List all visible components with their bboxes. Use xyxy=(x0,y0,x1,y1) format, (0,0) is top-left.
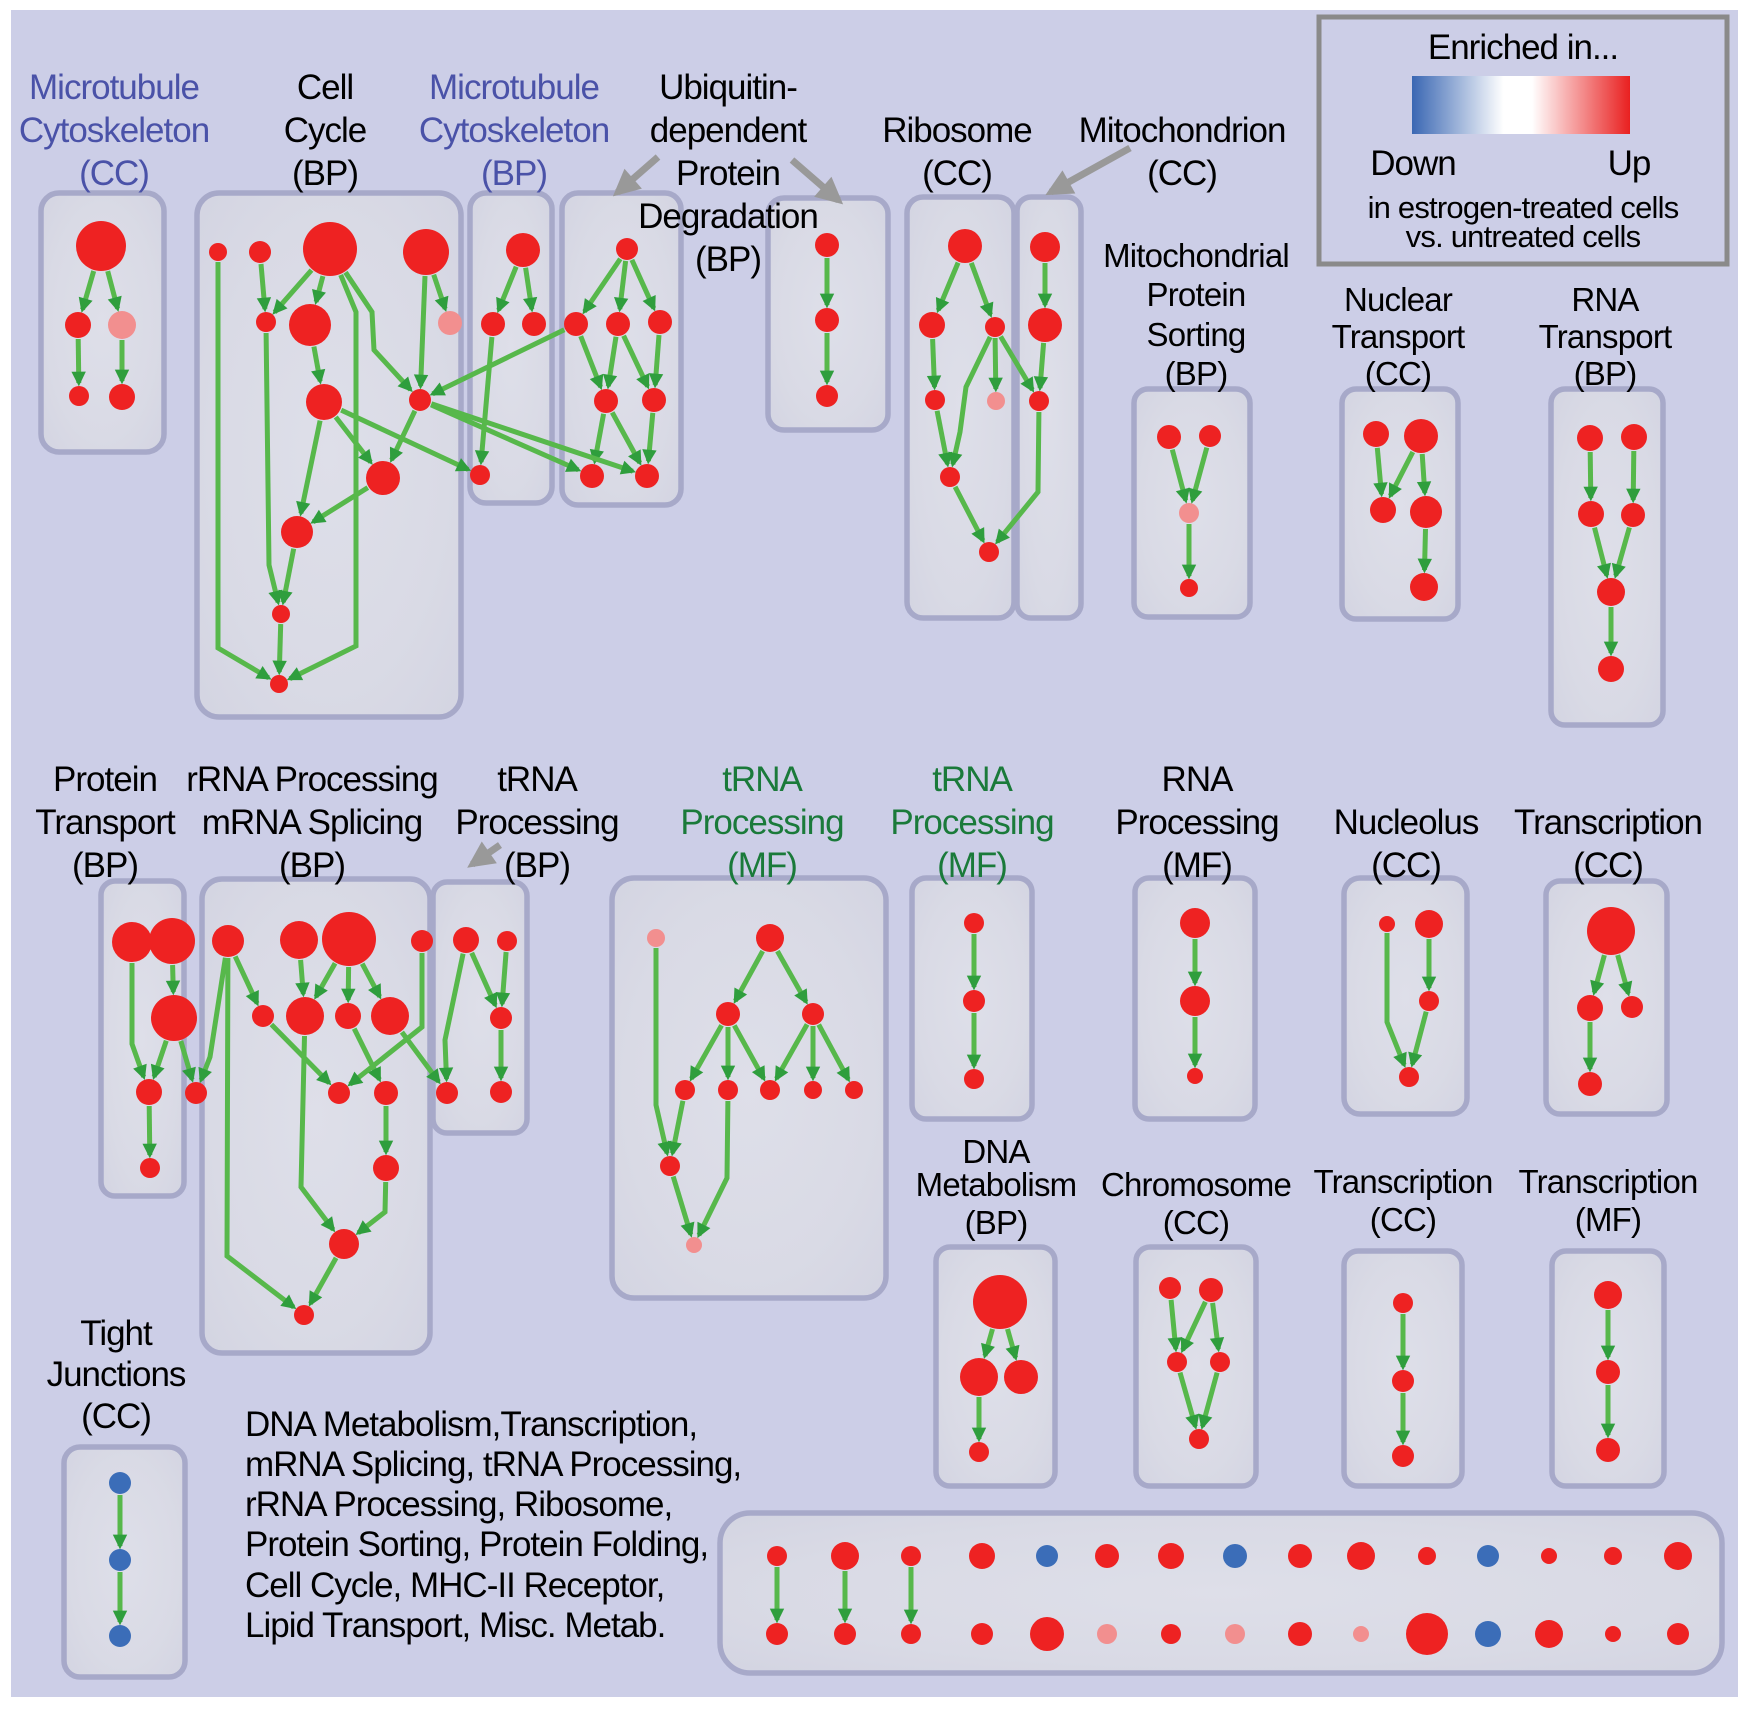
svg-text:Transcription: Transcription xyxy=(1518,1163,1697,1200)
svg-text:Cell: Cell xyxy=(297,68,353,107)
svg-text:DNA: DNA xyxy=(962,1133,1030,1170)
svg-text:Transcription: Transcription xyxy=(1313,1163,1492,1200)
svg-text:(MF): (MF) xyxy=(727,846,797,885)
svg-text:Processing: Processing xyxy=(680,803,843,842)
svg-text:Metabolism: Metabolism xyxy=(916,1166,1077,1203)
svg-text:tRNA: tRNA xyxy=(932,760,1013,799)
svg-text:rRNA Processing, Ribosome,: rRNA Processing, Ribosome, xyxy=(245,1485,672,1524)
svg-text:(BP): (BP) xyxy=(1165,355,1228,392)
svg-text:(BP): (BP) xyxy=(481,154,547,193)
svg-text:rRNA Processing: rRNA Processing xyxy=(186,760,437,799)
svg-text:Up: Up xyxy=(1608,144,1651,183)
svg-text:(BP): (BP) xyxy=(72,846,138,885)
svg-text:(CC): (CC) xyxy=(922,154,992,193)
svg-text:(CC): (CC) xyxy=(1371,846,1441,885)
svg-text:tRNA: tRNA xyxy=(497,760,578,799)
svg-text:dependent: dependent xyxy=(650,111,808,150)
svg-text:Protein Sorting, Protein Foldi: Protein Sorting, Protein Folding, xyxy=(245,1525,708,1564)
svg-text:Tight: Tight xyxy=(80,1314,153,1353)
svg-text:vs. untreated cells: vs. untreated cells xyxy=(1406,219,1641,254)
svg-text:Microtubule: Microtubule xyxy=(29,68,199,107)
svg-text:Mitochondrial: Mitochondrial xyxy=(1103,237,1289,274)
svg-text:(BP): (BP) xyxy=(292,154,358,193)
svg-text:Cytoskeleton: Cytoskeleton xyxy=(419,111,609,150)
svg-text:(BP): (BP) xyxy=(965,1204,1028,1241)
svg-text:(CC): (CC) xyxy=(1163,1204,1229,1241)
svg-text:Ribosome: Ribosome xyxy=(882,111,1032,150)
svg-text:(MF): (MF) xyxy=(1162,846,1232,885)
svg-text:(CC): (CC) xyxy=(79,154,149,193)
svg-text:Nucleolus: Nucleolus xyxy=(1334,803,1479,842)
svg-text:Chromosome: Chromosome xyxy=(1101,1166,1291,1203)
svg-text:Transcription: Transcription xyxy=(1514,803,1702,842)
svg-text:(CC): (CC) xyxy=(1147,154,1217,193)
svg-text:Cytoskeleton: Cytoskeleton xyxy=(19,111,209,150)
svg-text:mRNA Splicing: mRNA Splicing xyxy=(202,803,422,842)
svg-text:Cell Cycle, MHC-II Receptor,: Cell Cycle, MHC-II Receptor, xyxy=(245,1566,664,1605)
svg-text:Transport: Transport xyxy=(35,803,176,842)
svg-text:Mitochondrion: Mitochondrion xyxy=(1079,111,1286,150)
svg-text:Protein: Protein xyxy=(1147,276,1246,313)
svg-text:RNA: RNA xyxy=(1162,760,1235,799)
svg-text:(CC): (CC) xyxy=(1365,355,1431,392)
svg-text:Protein: Protein xyxy=(676,154,780,193)
svg-text:Processing: Processing xyxy=(890,803,1053,842)
svg-text:Enriched in...: Enriched in... xyxy=(1428,28,1618,67)
svg-text:Protein: Protein xyxy=(53,760,157,799)
svg-text:Lipid Transport, Misc. Metab.: Lipid Transport, Misc. Metab. xyxy=(245,1606,665,1645)
svg-text:Processing: Processing xyxy=(455,803,618,842)
svg-text:Nuclear: Nuclear xyxy=(1344,281,1453,318)
svg-text:Down: Down xyxy=(1370,144,1455,183)
svg-text:Transport: Transport xyxy=(1539,318,1672,355)
svg-text:Processing: Processing xyxy=(1115,803,1278,842)
svg-text:(BP): (BP) xyxy=(504,846,570,885)
svg-text:Degradation: Degradation xyxy=(638,197,818,236)
svg-text:Transport: Transport xyxy=(1332,318,1465,355)
svg-text:(BP): (BP) xyxy=(279,846,345,885)
svg-text:Junctions: Junctions xyxy=(47,1355,186,1394)
svg-text:(MF): (MF) xyxy=(937,846,1007,885)
svg-text:(CC): (CC) xyxy=(1573,846,1643,885)
svg-text:mRNA Splicing, tRNA Processing: mRNA Splicing, tRNA Processing, xyxy=(245,1445,741,1484)
svg-text:Cycle: Cycle xyxy=(284,111,367,150)
svg-text:Microtubule: Microtubule xyxy=(429,68,599,107)
svg-text:(BP): (BP) xyxy=(695,240,761,279)
svg-text:(MF): (MF) xyxy=(1575,1201,1641,1238)
svg-text:DNA Metabolism,Transcription,: DNA Metabolism,Transcription, xyxy=(245,1405,697,1444)
svg-text:(CC): (CC) xyxy=(1370,1201,1436,1238)
svg-text:RNA: RNA xyxy=(1571,281,1639,318)
svg-text:(CC): (CC) xyxy=(81,1397,151,1436)
svg-text:Sorting: Sorting xyxy=(1147,316,1246,353)
svg-text:in estrogen-treated cells: in estrogen-treated cells xyxy=(1368,190,1679,225)
svg-text:(BP): (BP) xyxy=(1574,355,1637,392)
svg-text:tRNA: tRNA xyxy=(722,760,803,799)
svg-text:Ubiquitin-: Ubiquitin- xyxy=(659,68,797,107)
